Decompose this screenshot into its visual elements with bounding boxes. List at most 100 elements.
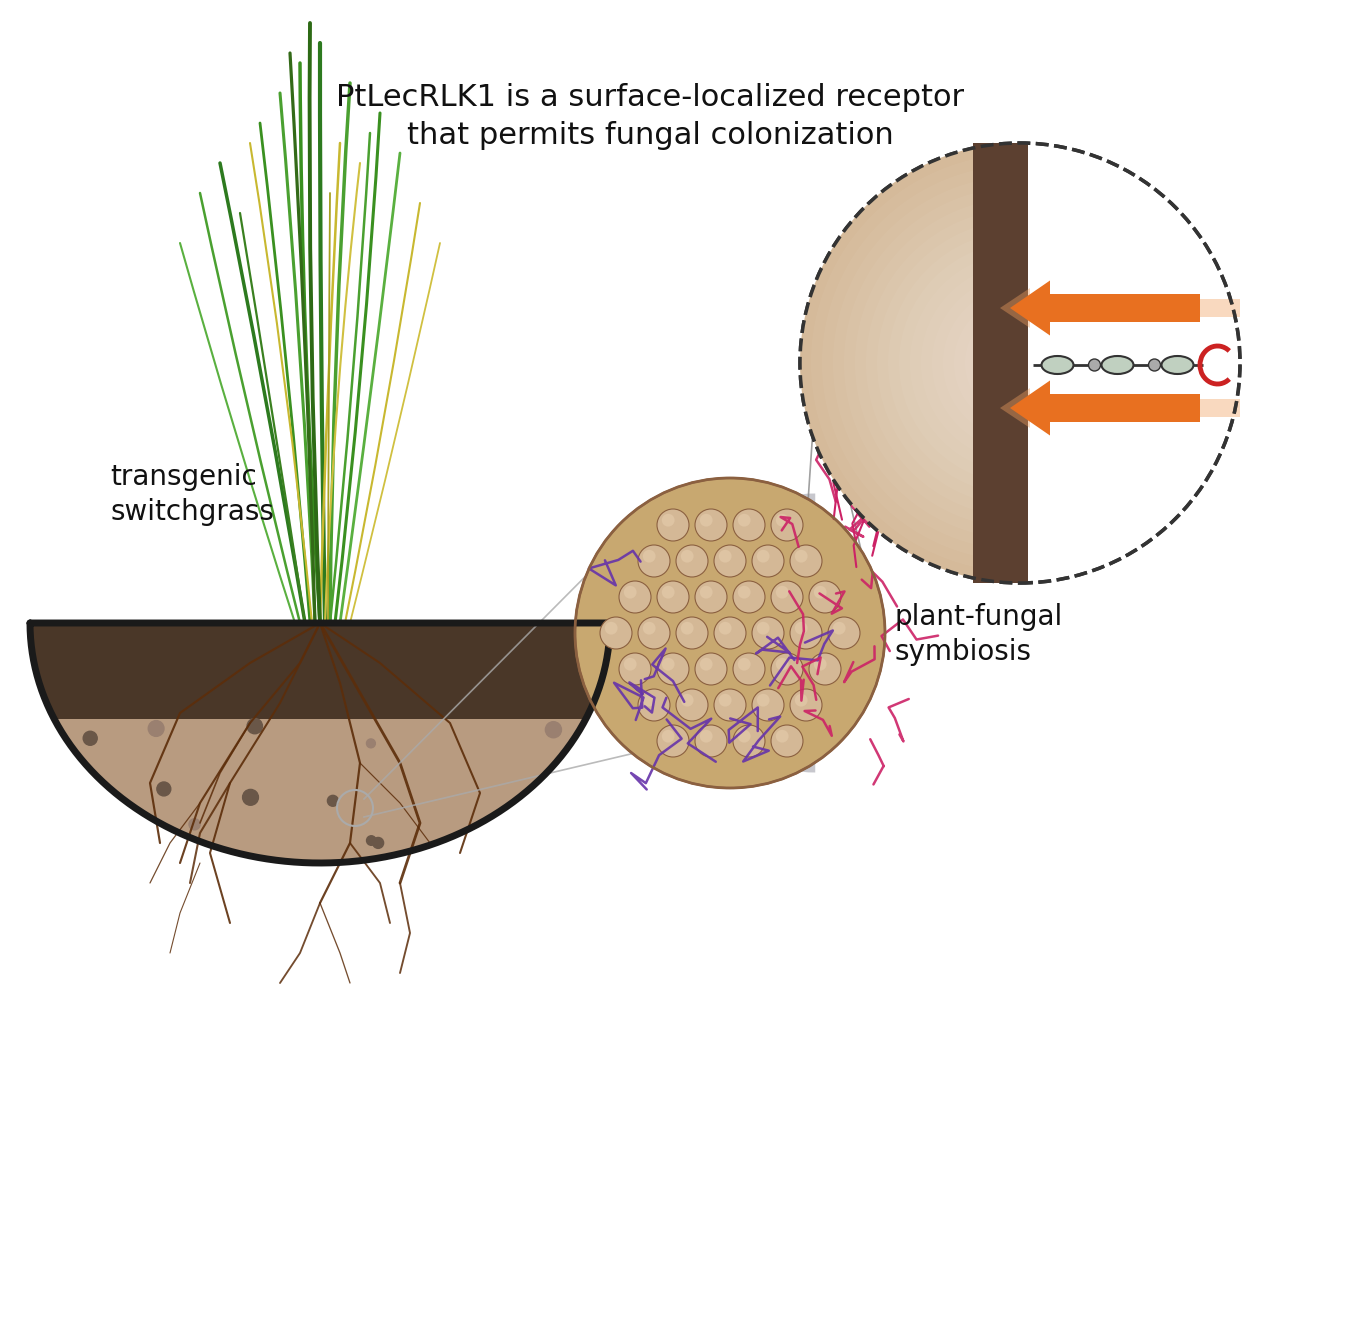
- Circle shape: [828, 616, 860, 649]
- Circle shape: [718, 694, 732, 706]
- Circle shape: [676, 616, 707, 649]
- Ellipse shape: [1102, 356, 1134, 373]
- Circle shape: [790, 689, 822, 721]
- Circle shape: [738, 514, 751, 526]
- Circle shape: [599, 616, 632, 649]
- Circle shape: [738, 658, 751, 670]
- Circle shape: [157, 782, 171, 796]
- Circle shape: [247, 719, 262, 733]
- Circle shape: [733, 582, 765, 612]
- Circle shape: [639, 689, 670, 721]
- FancyArrow shape: [1010, 380, 1200, 435]
- Circle shape: [733, 725, 765, 757]
- Circle shape: [695, 653, 728, 685]
- Circle shape: [757, 622, 769, 635]
- Circle shape: [776, 729, 788, 743]
- Circle shape: [809, 582, 841, 612]
- Circle shape: [1149, 359, 1161, 371]
- PathPatch shape: [55, 719, 585, 864]
- Circle shape: [776, 586, 788, 599]
- Circle shape: [771, 653, 803, 685]
- Circle shape: [809, 653, 841, 685]
- Circle shape: [771, 582, 803, 612]
- Ellipse shape: [1041, 356, 1073, 373]
- Circle shape: [814, 586, 826, 599]
- Circle shape: [733, 509, 765, 541]
- Ellipse shape: [1161, 356, 1193, 373]
- Circle shape: [620, 582, 651, 612]
- Circle shape: [714, 545, 747, 577]
- Circle shape: [695, 582, 728, 612]
- Circle shape: [676, 689, 707, 721]
- PathPatch shape: [26, 623, 616, 864]
- FancyArrow shape: [1010, 281, 1200, 336]
- Circle shape: [189, 819, 200, 830]
- Circle shape: [620, 653, 651, 685]
- Wedge shape: [801, 142, 1021, 583]
- Circle shape: [776, 658, 788, 670]
- Circle shape: [771, 725, 803, 757]
- Circle shape: [771, 509, 803, 541]
- FancyBboxPatch shape: [972, 142, 1027, 583]
- Circle shape: [718, 622, 732, 635]
- Circle shape: [757, 694, 769, 706]
- Circle shape: [366, 835, 377, 845]
- Circle shape: [639, 616, 670, 649]
- Circle shape: [643, 694, 656, 706]
- Text: plant-fungal
symbiosis: plant-fungal symbiosis: [895, 603, 1064, 666]
- Circle shape: [662, 514, 675, 526]
- FancyArrow shape: [1000, 287, 1241, 328]
- Wedge shape: [676, 493, 815, 772]
- Circle shape: [662, 729, 675, 743]
- Circle shape: [680, 549, 694, 563]
- Circle shape: [738, 729, 751, 743]
- Circle shape: [714, 616, 747, 649]
- Circle shape: [752, 689, 784, 721]
- Circle shape: [833, 622, 845, 635]
- Circle shape: [657, 509, 688, 541]
- Circle shape: [662, 658, 675, 670]
- Circle shape: [657, 653, 688, 685]
- FancyArrow shape: [1000, 388, 1241, 428]
- Circle shape: [699, 514, 713, 526]
- Circle shape: [752, 545, 784, 577]
- Circle shape: [795, 622, 807, 635]
- Circle shape: [699, 729, 713, 743]
- Circle shape: [643, 549, 656, 563]
- Circle shape: [757, 549, 769, 563]
- Circle shape: [695, 725, 728, 757]
- Circle shape: [680, 694, 694, 706]
- Circle shape: [680, 622, 694, 635]
- Circle shape: [328, 795, 339, 806]
- Circle shape: [148, 721, 163, 736]
- Circle shape: [639, 545, 670, 577]
- Circle shape: [718, 549, 732, 563]
- Circle shape: [624, 586, 637, 599]
- Circle shape: [575, 478, 886, 788]
- Circle shape: [738, 586, 751, 599]
- Circle shape: [1088, 359, 1100, 371]
- Circle shape: [624, 658, 637, 670]
- Circle shape: [657, 725, 688, 757]
- Circle shape: [814, 658, 826, 670]
- Circle shape: [795, 549, 807, 563]
- Circle shape: [676, 545, 707, 577]
- Circle shape: [545, 721, 562, 737]
- Text: transgenic
switchgrass: transgenic switchgrass: [109, 463, 274, 525]
- Circle shape: [790, 616, 822, 649]
- Circle shape: [84, 732, 97, 745]
- Circle shape: [695, 509, 728, 541]
- Circle shape: [657, 582, 688, 612]
- Circle shape: [714, 689, 747, 721]
- Circle shape: [790, 545, 822, 577]
- Circle shape: [643, 622, 656, 635]
- Circle shape: [699, 658, 713, 670]
- Circle shape: [243, 790, 258, 806]
- Circle shape: [776, 514, 788, 526]
- Circle shape: [699, 586, 713, 599]
- Circle shape: [366, 739, 375, 748]
- Circle shape: [605, 622, 617, 635]
- Circle shape: [662, 586, 675, 599]
- Circle shape: [795, 694, 807, 706]
- Circle shape: [373, 838, 383, 849]
